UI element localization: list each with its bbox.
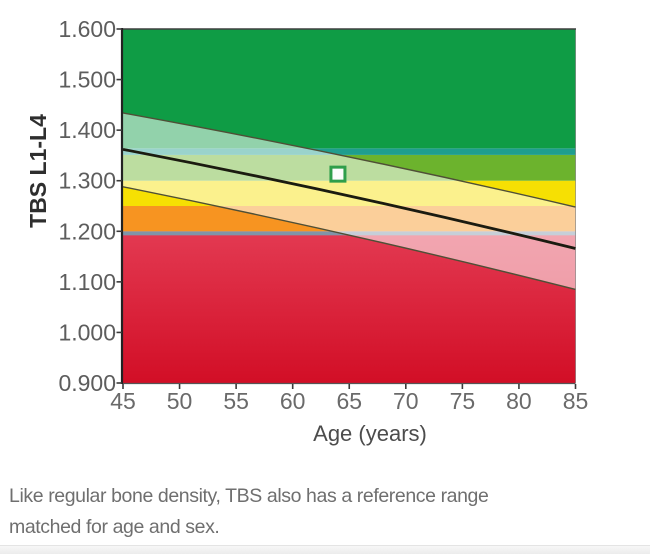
x-tick-label: 45: [110, 388, 136, 414]
x-tick-label: 65: [336, 388, 362, 414]
y-tick-label: 1.200: [58, 218, 116, 244]
mean-line: [122, 147, 576, 250]
reference-band-lower-edge: [122, 186, 576, 291]
y-tick-label: 1.600: [58, 16, 116, 42]
reference-band-upper-edge: [122, 112, 576, 208]
zone-threshold-strip-1.35: [123, 148, 576, 155]
y-tick-label: 0.900: [58, 370, 116, 396]
x-tick-label: 60: [280, 388, 306, 414]
caption-line-2: matched for age and sex.: [9, 516, 220, 538]
page-divider: [0, 545, 650, 554]
x-tick-label: 75: [450, 388, 476, 414]
caption: Like regular bone density, TBS also has …: [9, 481, 569, 543]
tbs-reference-chart: 1.600 1.500 1.400 1.300 1.200 1.100 1.000 0.900…: [25, 16, 589, 446]
x-axis-title: Age (years): [313, 421, 427, 446]
x-tick-label: 85: [563, 388, 589, 414]
patient-marker: [329, 165, 347, 183]
y-axis-title: TBS L1-L4: [25, 114, 51, 228]
y-tick-label: 1.000: [58, 319, 116, 345]
y-tick-label: 1.500: [58, 67, 116, 93]
x-tick-label: 80: [506, 388, 532, 414]
y-tick-label: 1.100: [58, 269, 116, 295]
reference-band: [123, 112, 576, 290]
caption-line-1: Like regular bone density, TBS also has …: [9, 485, 489, 507]
x-tick-label: 50: [167, 388, 193, 414]
y-tick-label: 1.300: [58, 168, 116, 194]
y-tick-label: 1.400: [58, 117, 116, 143]
x-tick-label: 55: [223, 388, 249, 414]
x-tick-label: 70: [393, 388, 419, 414]
